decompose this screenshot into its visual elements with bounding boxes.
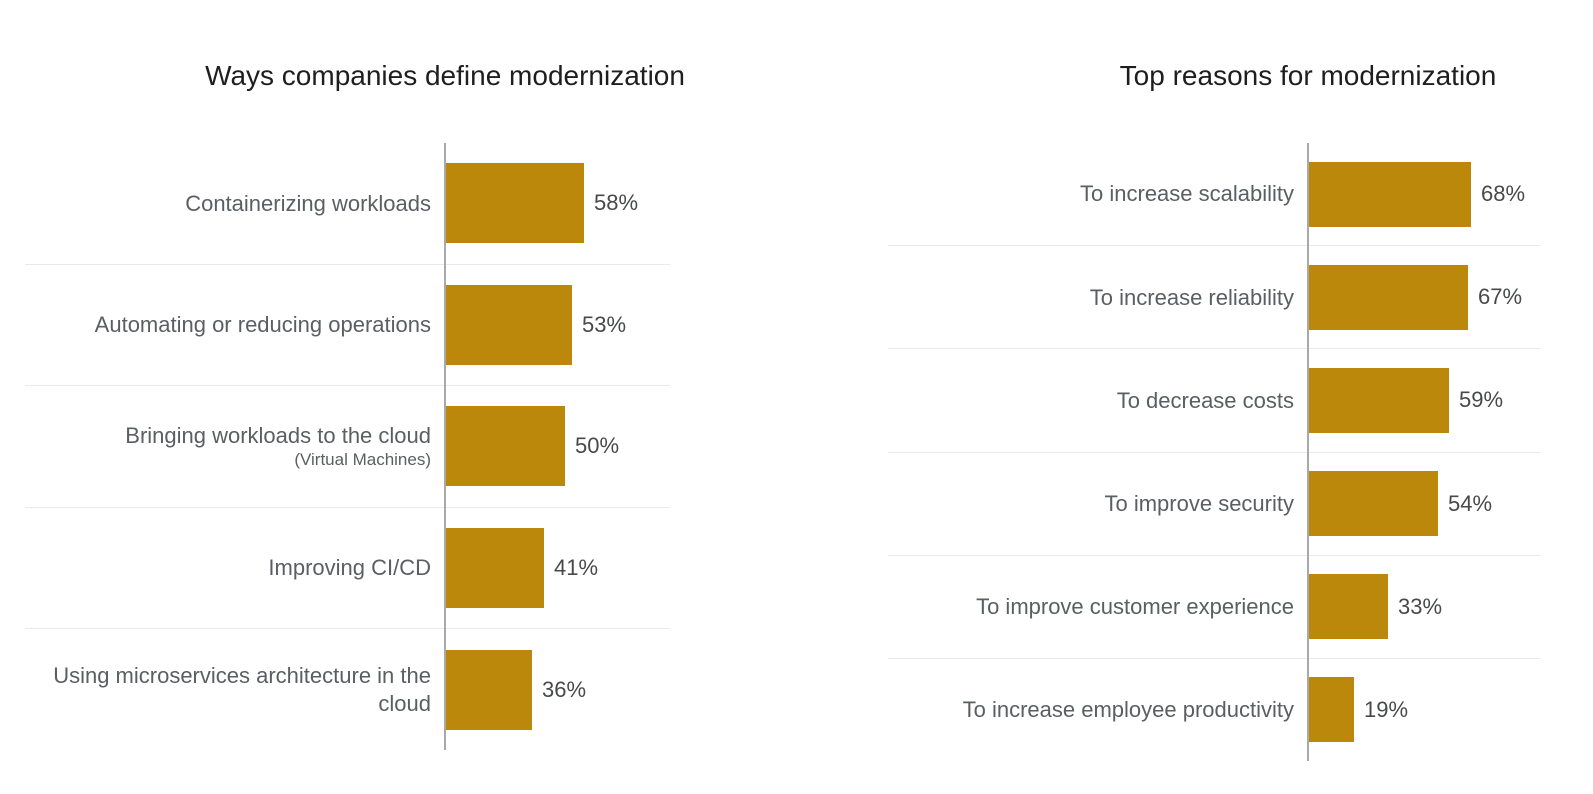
- value-label: 67%: [1478, 284, 1523, 310]
- bar-row: To increase employee productivity 19%: [888, 657, 1540, 761]
- category-label: To increase employee productivity: [888, 696, 1308, 723]
- chart-title: Ways companies define modernization: [205, 60, 685, 91]
- value-label: 33%: [1398, 593, 1443, 619]
- value-label: 59%: [1459, 387, 1504, 413]
- category-label-text: To improve customer experience: [976, 594, 1294, 620]
- category-label: Automating or reducing operations: [25, 311, 445, 338]
- bar: [1309, 471, 1438, 537]
- category-label-text: To increase scalability: [1080, 181, 1294, 207]
- bar-row: Using microservices architecture in the …: [25, 628, 670, 750]
- bar-row: To increase scalability 68%: [888, 143, 1540, 245]
- bar-row: To improve security 54%: [888, 451, 1540, 555]
- bar: [446, 284, 572, 365]
- category-label: To decrease costs: [888, 387, 1308, 414]
- bar-track: 58%: [446, 163, 670, 244]
- category-label: Containerizing workloads: [25, 190, 445, 217]
- bar: [1309, 161, 1471, 227]
- bar: [1309, 264, 1468, 330]
- value-label: 41%: [554, 555, 599, 581]
- value-label: 36%: [542, 676, 587, 702]
- chart-title: Top reasons for modernization: [1119, 60, 1497, 91]
- chart-top-reasons-for-modernization: Top reasons for modernization To increas…: [888, 57, 1540, 761]
- category-label: To increase reliability: [888, 284, 1308, 311]
- bar-row: Containerizing workloads 58%: [25, 143, 670, 264]
- category-label: Improving CI/CD: [25, 554, 445, 581]
- bar: [1309, 367, 1449, 433]
- category-label: To increase scalability: [888, 180, 1308, 207]
- value-label: 54%: [1448, 490, 1493, 516]
- bar-track: 41%: [446, 528, 670, 609]
- bar-row: Automating or reducing operations 53%: [25, 263, 670, 386]
- bar: [446, 406, 565, 487]
- value-label: 53%: [582, 311, 627, 337]
- category-label-text: To increase employee productivity: [962, 697, 1294, 723]
- category-label-text: Automating or reducing operations: [94, 312, 431, 338]
- bar-track: 19%: [1309, 677, 1540, 743]
- bar-track: 36%: [446, 649, 670, 730]
- bar: [446, 528, 544, 609]
- plot-area: To increase scalability 68% To increase re…: [888, 143, 1540, 761]
- category-label: Bringing workloads to the cloud (Virtual …: [25, 422, 445, 471]
- value-label: 58%: [594, 190, 639, 216]
- bar: [446, 163, 584, 244]
- category-label-text: Bringing workloads to the cloud: [125, 422, 431, 448]
- plot-area: Containerizing workloads 58% Automating or…: [25, 143, 670, 750]
- bar-track: 67%: [1309, 264, 1540, 330]
- bar-row: To improve customer experience 33%: [888, 554, 1540, 658]
- value-label: 50%: [575, 433, 620, 459]
- bar-row: Bringing workloads to the cloud (Virtual …: [25, 385, 670, 507]
- bar-track: 68%: [1309, 161, 1540, 227]
- value-label: 68%: [1481, 181, 1526, 207]
- bar-track: 53%: [446, 284, 670, 365]
- bar: [1309, 574, 1388, 640]
- bar: [1309, 677, 1354, 743]
- bar-track: 59%: [1309, 367, 1540, 433]
- bar-track: 50%: [446, 406, 670, 487]
- chart-ways-companies-define-modernization: Ways companies define modernization Cont…: [25, 57, 685, 750]
- category-sublabel: (Virtual Machines): [294, 450, 431, 470]
- category-label-text: To decrease costs: [1116, 387, 1294, 413]
- category-label-text: To increase reliability: [1089, 284, 1294, 310]
- category-label: Using microservices architecture in the …: [25, 662, 445, 717]
- y-axis-line: [1307, 143, 1309, 761]
- category-label: To improve customer experience: [888, 593, 1308, 620]
- value-label: 19%: [1364, 696, 1409, 722]
- bar-row: To decrease costs 59%: [888, 348, 1540, 451]
- bar-row: Improving CI/CD 41%: [25, 506, 670, 629]
- category-label-text: To improve security: [1104, 490, 1294, 516]
- category-label-text: Using microservices architecture in the …: [53, 663, 431, 716]
- bar-track: 54%: [1309, 471, 1540, 537]
- bar: [446, 649, 532, 730]
- bar-track: 33%: [1309, 574, 1540, 640]
- bar-row: To increase reliability 67%: [888, 245, 1540, 348]
- category-label: To improve security: [888, 490, 1308, 517]
- category-label-text: Improving CI/CD: [268, 555, 431, 581]
- y-axis-line: [444, 143, 446, 750]
- category-label-text: Containerizing workloads: [185, 190, 431, 216]
